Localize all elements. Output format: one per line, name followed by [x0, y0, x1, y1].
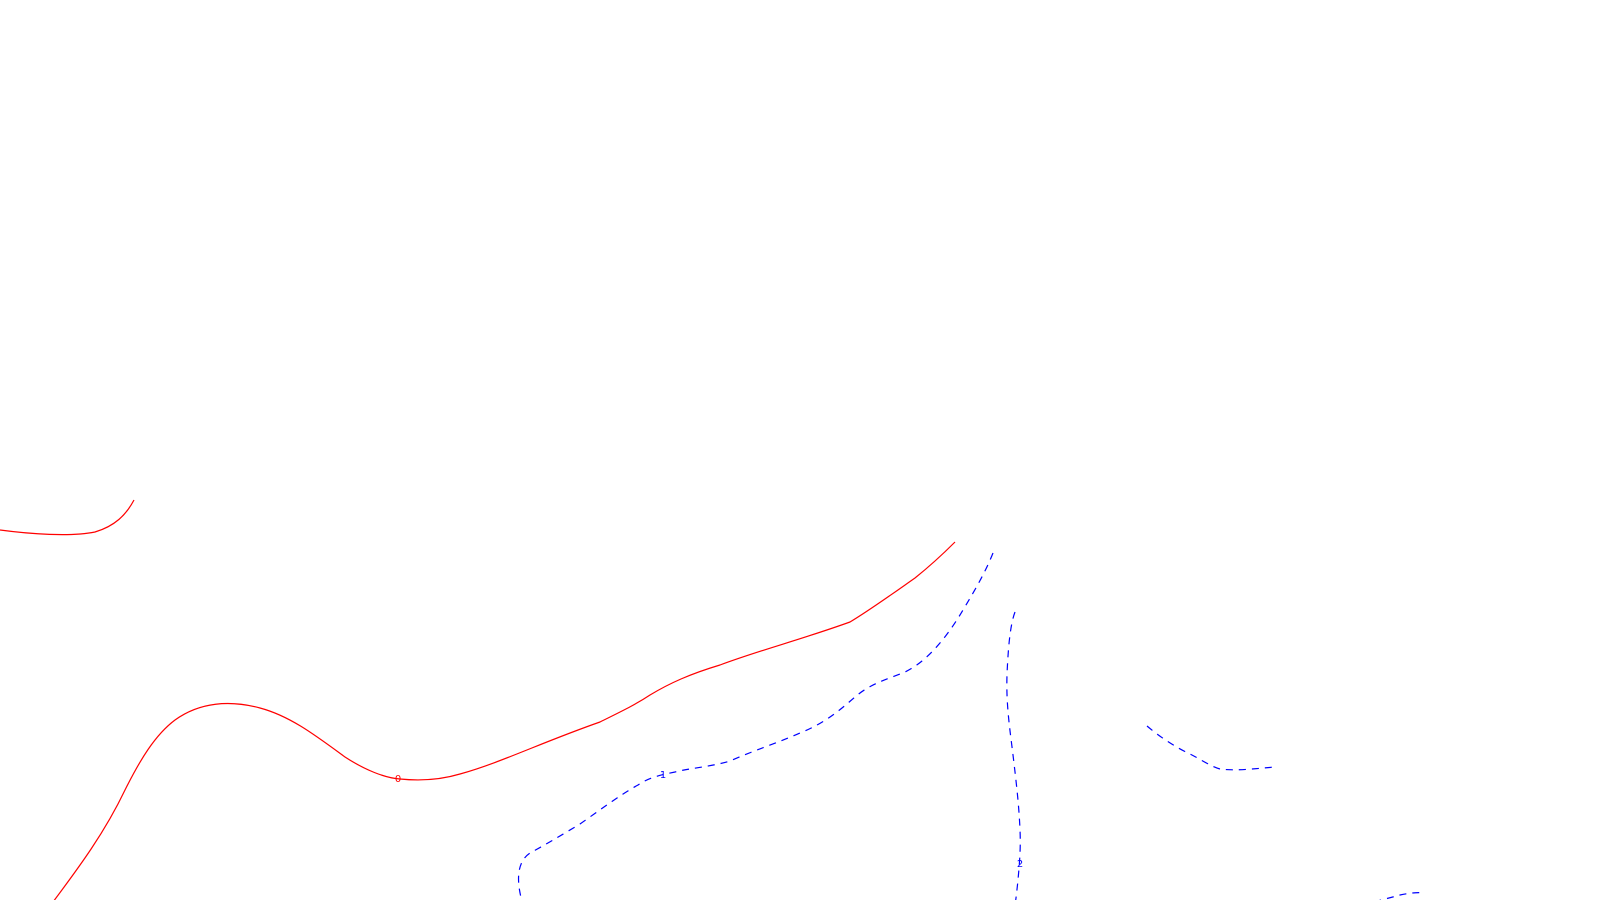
contour-line-right-fragment [1146, 725, 1276, 771]
contour-label-one: 1 [660, 770, 666, 781]
contour-line-zero-main [53, 541, 956, 900]
contour-line-two [1006, 611, 1021, 900]
contour-label-two: 2 [1017, 859, 1023, 870]
contour-label-zero: 0 [395, 774, 401, 785]
contour-line-zero-left [0, 499, 135, 536]
contour-line-one [517, 552, 994, 900]
contour-line-bottom-right-fragment [1378, 892, 1426, 900]
